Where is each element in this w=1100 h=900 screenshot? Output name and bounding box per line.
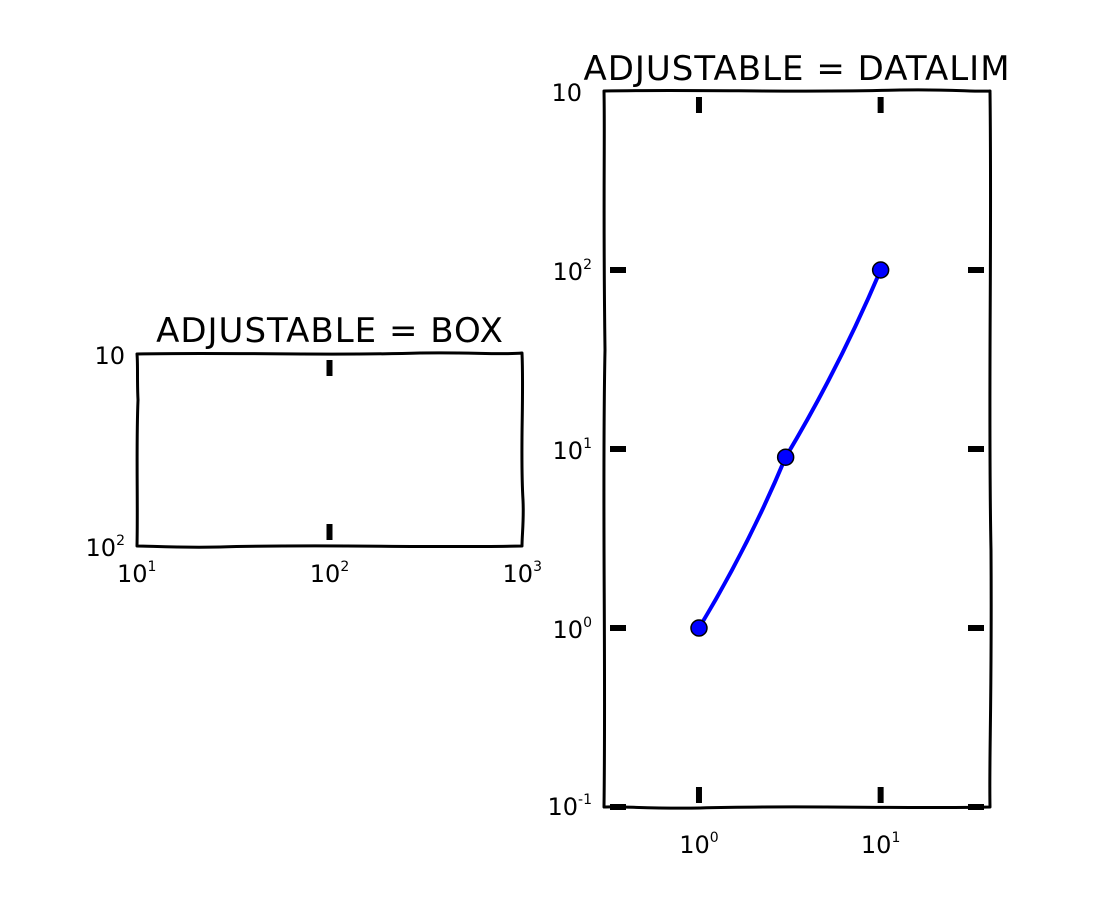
y-tick-label: 10-1 xyxy=(547,792,592,821)
y-tick-label-exponent: 2 xyxy=(583,257,592,273)
data-point xyxy=(871,261,890,279)
chart-title: ADJUSTABLE = BOX xyxy=(156,311,504,351)
y-tick-label: 102 xyxy=(553,257,592,286)
x-tick-label-exponent: 2 xyxy=(340,559,349,575)
x-tick-label: 103 xyxy=(503,559,542,588)
top-tick-labels: 10 xyxy=(551,79,582,107)
data-point xyxy=(776,448,795,466)
x-tick-labels: 101 102 103 xyxy=(117,559,542,588)
axes-frame xyxy=(135,351,525,549)
y-tick-label-exponent: -1 xyxy=(578,792,592,808)
y-tick-label: 10 xyxy=(94,342,125,370)
y-tick-label-exponent: 1 xyxy=(583,436,592,452)
x-tick-label-exponent: 3 xyxy=(533,559,542,575)
data-point xyxy=(690,619,708,637)
y-tick-label-exponent: 0 xyxy=(583,615,592,631)
x-tick-label-exponent: 1 xyxy=(891,830,900,846)
series xyxy=(690,261,890,637)
axes-frame xyxy=(602,88,993,810)
x-tick-label: 101 xyxy=(117,559,156,588)
x-tick-label: 102 xyxy=(310,559,349,588)
x-tick-label: 101 xyxy=(861,830,900,859)
y-tick-label-exponent: 2 xyxy=(116,533,125,549)
top-tick-label: 10 xyxy=(551,79,582,107)
y-tick-labels: 10 102 xyxy=(86,342,125,562)
y-tick-label: 102 xyxy=(86,533,125,562)
x-tick-label-exponent: 0 xyxy=(710,830,719,846)
y-tick-label: 101 xyxy=(553,436,592,465)
x-tick-marks xyxy=(695,97,884,803)
chart-title: ADJUSTABLE = DATALIM xyxy=(583,49,1010,89)
x-tick-label-exponent: 1 xyxy=(148,559,157,575)
series-line xyxy=(696,268,883,630)
y-tick-marks xyxy=(610,267,984,810)
y-tick-label: 100 xyxy=(553,615,592,644)
x-tick-label: 100 xyxy=(679,830,718,859)
chart-adjustable-datalim: ADJUSTABLE = DATALIM 100 101 10-110010110… xyxy=(547,49,1010,859)
x-tick-labels: 100 101 xyxy=(679,830,900,859)
